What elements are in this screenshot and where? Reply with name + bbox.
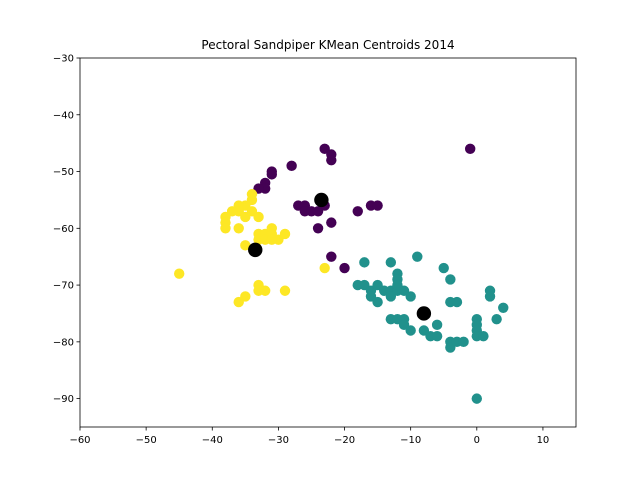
data-point-cluster-1 bbox=[372, 296, 383, 308]
data-point-cluster-0 bbox=[339, 262, 350, 274]
data-point-cluster-0 bbox=[266, 169, 277, 180]
y-tick-label: −80 bbox=[53, 337, 74, 348]
data-point-cluster-1 bbox=[392, 279, 403, 291]
y-tick-label: −30 bbox=[53, 54, 74, 65]
data-point-cluster-1 bbox=[405, 325, 416, 336]
data-point-cluster-0 bbox=[312, 223, 324, 234]
data-point-cluster-0 bbox=[326, 217, 337, 228]
x-tick-label: 10 bbox=[537, 435, 550, 446]
data-point-cluster-1 bbox=[438, 262, 449, 274]
centroid-marker bbox=[314, 192, 329, 208]
data-point-cluster-0 bbox=[326, 154, 337, 166]
centroid-markers bbox=[248, 192, 432, 321]
x-tick-label: −50 bbox=[136, 435, 157, 446]
data-point-cluster-2 bbox=[279, 228, 291, 240]
data-point-cluster-2 bbox=[279, 285, 291, 296]
data-point-cluster-0 bbox=[372, 200, 383, 211]
plot-frame bbox=[79, 57, 577, 428]
data-point-cluster-1 bbox=[412, 251, 423, 262]
data-point-cluster-1 bbox=[359, 257, 370, 268]
data-point-cluster-0 bbox=[326, 251, 337, 262]
data-point-cluster-1 bbox=[478, 330, 489, 342]
centroid-marker bbox=[416, 306, 432, 321]
plot-area bbox=[80, 58, 576, 427]
data-point-cluster-0 bbox=[286, 160, 297, 172]
y-tick-label: −90 bbox=[53, 394, 74, 405]
data-point-cluster-1 bbox=[431, 330, 443, 342]
data-point-cluster-1 bbox=[405, 291, 416, 302]
data-point-cluster-2 bbox=[220, 223, 231, 234]
data-point-cluster-2 bbox=[174, 268, 185, 279]
x-tick-label: 0 bbox=[474, 435, 480, 446]
data-point-cluster-2 bbox=[319, 262, 330, 274]
x-tick-label: −40 bbox=[202, 435, 223, 446]
data-point-cluster-0 bbox=[352, 206, 363, 217]
data-point-cluster-1 bbox=[385, 257, 397, 268]
data-point-cluster-1 bbox=[491, 313, 502, 325]
data-point-cluster-2 bbox=[233, 296, 244, 308]
y-tick-label: −40 bbox=[53, 110, 74, 121]
data-point-cluster-1 bbox=[471, 393, 482, 404]
data-point-cluster-2 bbox=[266, 234, 277, 245]
y-tick-label: −60 bbox=[53, 224, 74, 235]
data-point-cluster-1 bbox=[445, 274, 456, 285]
data-point-cluster-2 bbox=[259, 285, 271, 296]
y-tick-label: −50 bbox=[53, 167, 74, 178]
data-point-cluster-1 bbox=[458, 336, 469, 348]
data-point-cluster-1 bbox=[385, 291, 397, 302]
data-point-cluster-0 bbox=[464, 143, 476, 155]
data-point-cluster-1 bbox=[484, 291, 496, 302]
y-tick-label: −70 bbox=[53, 281, 74, 292]
x-tick-label: −10 bbox=[400, 435, 421, 446]
x-tick-label: −20 bbox=[334, 435, 355, 446]
chart-title: Pectoral Sandpiper KMean Centroids 2014 bbox=[201, 38, 454, 52]
data-point-cluster-2 bbox=[253, 211, 264, 223]
data-point-cluster-2 bbox=[240, 240, 251, 251]
data-points bbox=[174, 143, 509, 404]
x-tick-label: −30 bbox=[268, 435, 289, 446]
x-axis: −60 −50 −40 −30 −20 −10 0 10 bbox=[69, 427, 549, 446]
data-point-cluster-1 bbox=[431, 319, 443, 331]
x-tick-label: −60 bbox=[69, 435, 90, 446]
y-axis: −90 −80 −70 −60 −50 −40 −30 bbox=[53, 54, 80, 405]
data-point-cluster-1 bbox=[498, 302, 509, 313]
data-point-cluster-1 bbox=[451, 296, 463, 308]
data-point-cluster-2 bbox=[233, 223, 244, 234]
centroid-marker bbox=[248, 242, 263, 258]
